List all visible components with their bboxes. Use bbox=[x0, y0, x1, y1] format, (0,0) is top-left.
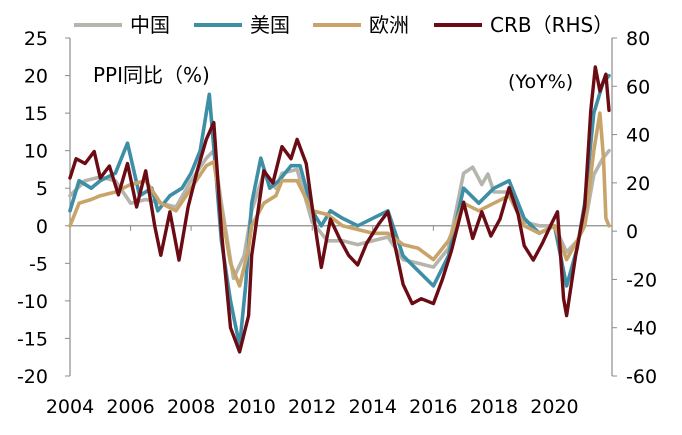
left-tick-label: 10 bbox=[24, 141, 48, 163]
legend: 中国 美国 欧洲 CRB（RHS） bbox=[74, 13, 613, 37]
right-tick-label: -40 bbox=[626, 318, 657, 340]
legend-label: CRB（RHS） bbox=[490, 13, 613, 37]
left-tick-label: 5 bbox=[36, 178, 48, 200]
right-tick-label: 40 bbox=[626, 125, 650, 147]
right-tick-label: 0 bbox=[626, 221, 638, 243]
series-layer bbox=[68, 65, 611, 354]
series-line-0 bbox=[68, 148, 611, 281]
x-tick-label: 2012 bbox=[288, 396, 336, 418]
x-tick-label: 2010 bbox=[227, 396, 275, 418]
series-line-1 bbox=[68, 73, 611, 348]
x-tick-label: 2008 bbox=[167, 396, 215, 418]
left-tick-label: 25 bbox=[24, 28, 48, 50]
left-tick-label: -10 bbox=[17, 291, 48, 313]
left-tick-label: -20 bbox=[17, 366, 48, 388]
right-tick-label: -60 bbox=[626, 366, 657, 388]
x-tick-label: 2018 bbox=[470, 396, 518, 418]
x-tick-label: 2016 bbox=[409, 396, 457, 418]
left-tick-label: 0 bbox=[36, 216, 48, 238]
legend-label: 欧洲 bbox=[369, 13, 409, 37]
x-tick-label: 2006 bbox=[106, 396, 154, 418]
legend-label: 美国 bbox=[250, 13, 290, 37]
left-tick-label: 15 bbox=[24, 103, 48, 125]
right-tick-label: 60 bbox=[626, 76, 650, 98]
x-tick-label: 2004 bbox=[46, 396, 94, 418]
left-tick-label: 20 bbox=[24, 66, 48, 88]
right-axis-label: (YoY%) bbox=[508, 71, 573, 93]
left-tick-label: -5 bbox=[29, 253, 48, 275]
right-tick-label: -20 bbox=[626, 269, 657, 291]
x-tick-label: 2020 bbox=[530, 396, 578, 418]
right-tick-label: 80 bbox=[626, 28, 650, 50]
series-line-3 bbox=[68, 65, 611, 354]
axes-layer: 25 20 15 10 5 0 -5 -10 -15 -20 80 60 40 20 0 -20 -40 -60 2… bbox=[17, 28, 657, 418]
x-tick-label: 2014 bbox=[349, 396, 397, 418]
left-tick-label: -15 bbox=[17, 328, 48, 350]
legend-label: 中国 bbox=[130, 13, 170, 37]
chart-title: PPI同比（%) bbox=[93, 63, 210, 87]
right-tick-label: 20 bbox=[626, 173, 650, 195]
